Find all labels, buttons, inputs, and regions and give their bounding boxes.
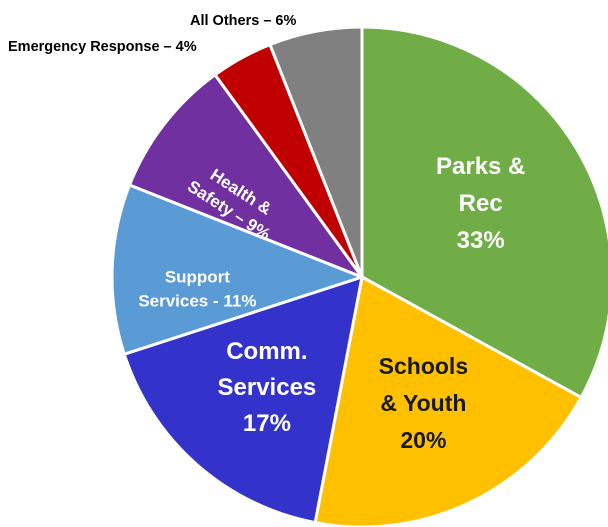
pie-slice-parks-rec xyxy=(360,25,608,399)
pie-label-emergency-response: Emergency Response – 4% xyxy=(8,39,197,55)
pie-slice-all-others xyxy=(268,25,364,279)
pie-slice-health-safety xyxy=(128,73,364,279)
pie-label-all-others: All Others – 6% xyxy=(190,13,296,29)
pie-label-schools-youth: Schools & Youth 20% xyxy=(379,353,468,453)
pie-slice-support-services xyxy=(110,183,364,356)
pie-label-support-services: Support Services - 11% xyxy=(138,268,256,311)
pie-label-parks-rec: Parks & Rec 33% xyxy=(436,153,525,254)
pie-label-comm-services: Comm. Services 17% xyxy=(218,338,317,437)
pie-labels: Parks & Rec 33% Schools & Youth 20% Comm. Servi… xyxy=(8,13,525,453)
pie-slice-comm-services xyxy=(122,275,364,525)
pie-slices xyxy=(110,25,608,527)
